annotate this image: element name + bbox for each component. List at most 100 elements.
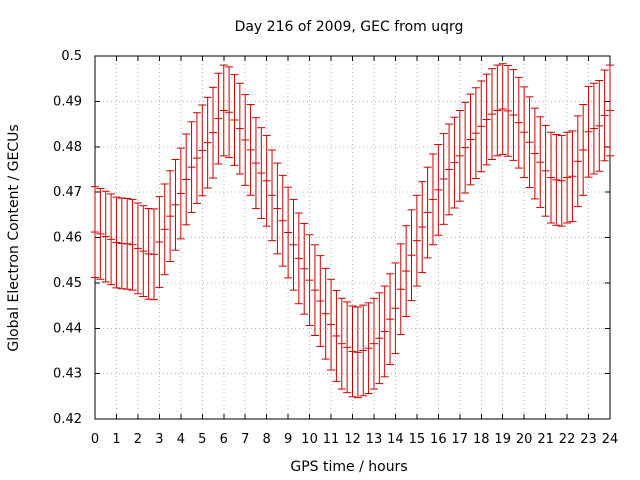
y-tick-label: 0.43 <box>53 367 82 382</box>
error-bar-point <box>268 149 277 242</box>
y-tick-label: 0.48 <box>53 140 82 155</box>
error-bar-point <box>498 63 507 155</box>
y-tick-label: 0.46 <box>53 231 82 246</box>
error-bar-point <box>573 115 582 208</box>
error-bar-point <box>219 64 228 157</box>
x-tick-label: 19 <box>494 432 511 447</box>
x-tick-label: 20 <box>516 432 533 447</box>
error-bar-point <box>514 76 523 169</box>
error-bar-point <box>96 187 105 280</box>
error-bar-point <box>471 87 480 180</box>
error-bar-point <box>337 297 346 390</box>
error-bar-point <box>595 80 604 172</box>
tick-layer: 0 1 2 3 4 5 6 7 8 9 10 11 12 13 14 15 16 17 18 19 20 21 22 23 24… <box>53 49 618 447</box>
x-tick-label: 1 <box>112 432 120 447</box>
error-bar-point <box>541 124 550 217</box>
error-bar-point <box>504 65 513 157</box>
error-bar-point <box>321 267 330 360</box>
x-tick-label: 0 <box>91 432 99 447</box>
x-tick-label: 10 <box>301 432 318 447</box>
error-bar-point <box>139 205 148 297</box>
error-bar-point <box>412 194 421 287</box>
error-bar-point <box>348 305 357 398</box>
error-bar-point <box>455 109 464 202</box>
x-tick-label: 15 <box>409 432 426 447</box>
error-bar-point <box>182 133 191 226</box>
error-bar-point <box>525 96 534 189</box>
y-tick-label: 0.44 <box>53 321 82 336</box>
error-bar-point <box>552 133 561 226</box>
chart-title: Day 216 of 2009, GEC from uqrg <box>235 19 464 35</box>
error-bar-point <box>251 117 260 209</box>
error-bar-point <box>123 197 132 290</box>
error-bar-point <box>445 123 454 216</box>
error-bar-point <box>477 80 486 173</box>
error-bar-point <box>91 186 99 278</box>
error-bar-point <box>359 304 368 397</box>
error-bar-point <box>160 183 169 276</box>
x-tick-label: 21 <box>537 432 554 447</box>
error-bar-point <box>369 297 378 390</box>
error-bar-point <box>166 170 175 263</box>
error-bar-point <box>332 290 341 382</box>
error-bar-point <box>428 153 437 246</box>
error-bar-point <box>520 86 529 179</box>
error-bar-point <box>386 273 395 366</box>
error-bar-point <box>606 64 614 157</box>
error-bar-point <box>101 190 110 283</box>
error-bar-point <box>418 181 427 273</box>
error-bar-point <box>600 69 609 162</box>
error-bar-point <box>327 278 336 371</box>
error-bar-point <box>230 74 239 166</box>
error-bar-point <box>155 196 164 288</box>
x-tick-label: 3 <box>155 432 163 447</box>
error-bar-point <box>466 93 475 186</box>
x-tick-label: 5 <box>198 432 206 447</box>
y-tick-label: 0.5 <box>61 49 82 64</box>
x-tick-label: 2 <box>134 432 142 447</box>
error-bar-point <box>198 104 207 197</box>
x-tick-label: 4 <box>177 432 185 447</box>
y-tick-label: 0.47 <box>53 185 82 200</box>
x-tick-label: 8 <box>263 432 271 447</box>
x-tick-label: 9 <box>284 432 292 447</box>
x-tick-label: 24 <box>602 432 619 447</box>
error-bar-point <box>536 116 545 209</box>
error-bar-point <box>391 262 400 355</box>
error-bar-point <box>509 69 518 161</box>
error-bar-point <box>568 130 577 223</box>
error-bar-point <box>423 166 432 259</box>
error-bar-point <box>246 104 255 196</box>
error-bar-point <box>316 255 325 347</box>
error-bar-point <box>364 302 373 395</box>
error-bar-point <box>530 107 539 200</box>
x-tick-label: 7 <box>241 432 249 447</box>
error-bar-point <box>294 212 303 305</box>
y-tick-label: 0.49 <box>53 94 82 109</box>
error-bar-point <box>396 243 405 336</box>
error-bar-point <box>579 104 588 196</box>
x-tick-label: 16 <box>430 432 447 447</box>
series-layer <box>91 63 614 399</box>
error-bar-point <box>407 209 416 302</box>
error-bar-point <box>482 73 491 166</box>
error-bar-point <box>257 127 266 219</box>
error-bar-point <box>273 162 282 255</box>
error-bar-point <box>461 101 470 194</box>
error-bar-point <box>380 285 389 378</box>
error-bar-point <box>133 202 142 295</box>
error-bar-point <box>214 72 223 165</box>
error-bar-point <box>192 112 201 204</box>
x-tick-label: 23 <box>580 432 597 447</box>
error-bar-point <box>235 82 244 175</box>
x-tick-label: 17 <box>452 432 469 447</box>
error-bar-point <box>305 234 314 327</box>
error-bar-point <box>310 244 319 337</box>
error-bar-point <box>557 134 566 227</box>
error-bar-point <box>241 94 250 186</box>
x-tick-label: 22 <box>559 432 576 447</box>
error-bar-point <box>209 86 218 179</box>
error-bar-point <box>343 301 352 394</box>
x-tick-label: 12 <box>344 432 361 447</box>
